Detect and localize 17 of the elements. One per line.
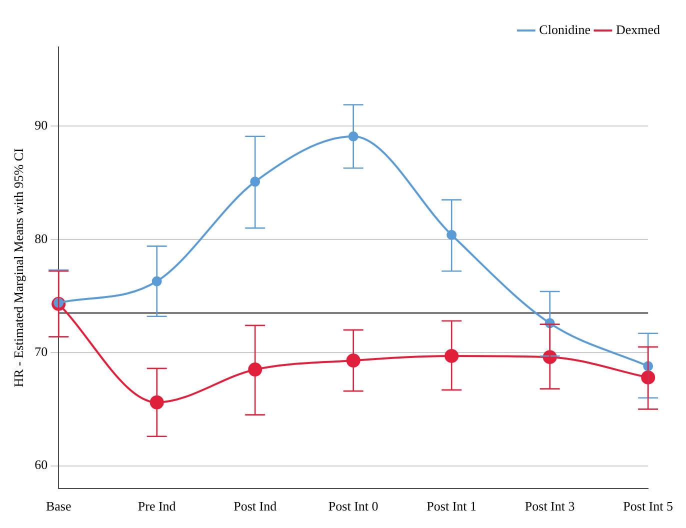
y-axis-title: HR - Estimated Marginal Means with 95% CI [11, 148, 26, 388]
x-tick-label: Post Int 5 [623, 498, 673, 514]
y-tick-label: 80 [34, 230, 48, 246]
x-tick-label: Post Ind [234, 498, 278, 514]
x-tick-label: Post Int 0 [328, 498, 378, 514]
point [248, 362, 262, 377]
point [641, 370, 656, 384]
x-tick-label: Pre Ind [138, 498, 176, 514]
legend-label: Dexmed [616, 22, 660, 37]
x-tick-label: Base [46, 498, 72, 514]
y-tick-label: 70 [34, 344, 48, 360]
y-tick-label: 60 [34, 457, 48, 472]
x-tick-label: Post Int 3 [524, 498, 575, 514]
legend-label: Clonidine [539, 22, 591, 37]
point [444, 348, 459, 363]
y-tick-label: 90 [34, 118, 48, 133]
x-tick-label: Post Int 1 [426, 498, 477, 514]
